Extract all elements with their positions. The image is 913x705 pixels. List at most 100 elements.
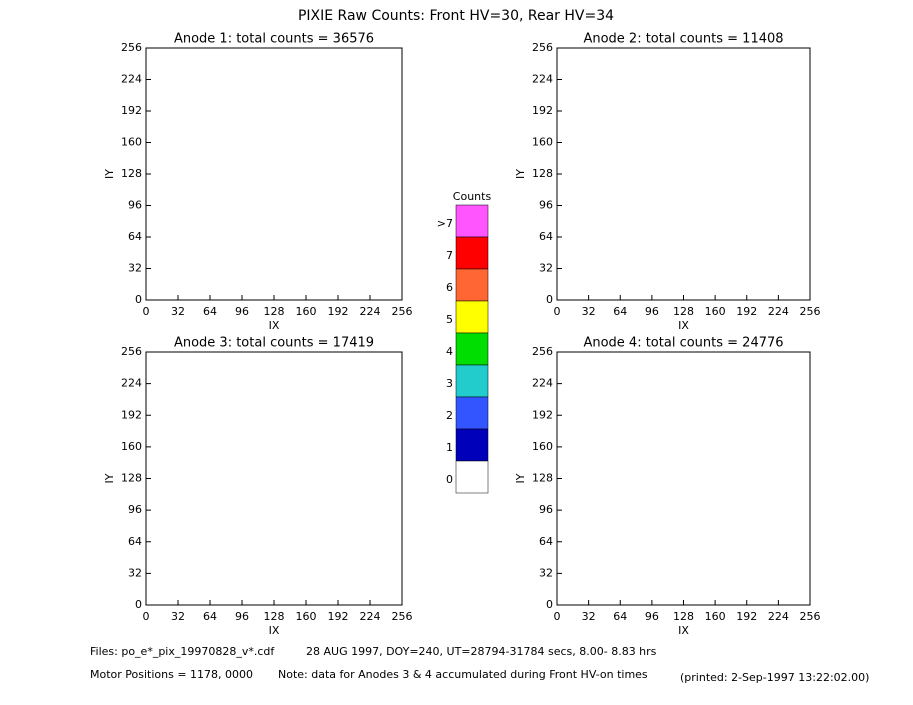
x-tick-label: 160: [296, 610, 317, 623]
y-tick-label: 0: [546, 598, 553, 611]
x-tick-label: 64: [203, 610, 217, 623]
plot-frame: [145, 351, 403, 606]
x-tick-label: 32: [171, 305, 185, 318]
x-tick-label: 32: [582, 610, 596, 623]
colorbar-swatch: [455, 428, 489, 462]
y-tick-label: 96: [539, 503, 553, 516]
x-axis-label: IX: [678, 319, 689, 332]
y-tick-label: 0: [135, 293, 142, 306]
x-tick-label: 224: [768, 610, 789, 623]
y-axis-label: IY: [103, 169, 116, 179]
colorbar-label: 1: [446, 441, 453, 454]
y-axis-label: IY: [103, 473, 116, 483]
x-tick-label: 224: [360, 610, 381, 623]
y-tick-label: 160: [121, 136, 142, 149]
x-tick-label: 160: [705, 610, 726, 623]
y-axis-label: IY: [514, 473, 527, 483]
x-tick-label: 96: [235, 610, 249, 623]
y-tick-label: 128: [532, 167, 553, 180]
y-tick-label: 256: [532, 41, 553, 54]
plot-frame: [145, 47, 403, 301]
x-tick-label: 128: [264, 610, 285, 623]
x-axis-label: IX: [678, 624, 689, 637]
x-tick-label: 256: [392, 610, 413, 623]
x-tick-label: 192: [328, 305, 349, 318]
footer-motor: Motor Positions = 1178, 0000: [90, 668, 253, 681]
y-tick-label: 256: [532, 345, 553, 358]
colorbar-title: Counts: [453, 190, 492, 203]
x-tick-label: 0: [554, 610, 561, 623]
y-tick-label: 256: [121, 345, 142, 358]
colorbar-label: 2: [446, 409, 453, 422]
y-tick-label: 64: [128, 230, 142, 243]
x-axis-label: IX: [269, 319, 280, 332]
colorbar-label: >7: [437, 217, 453, 230]
x-tick-label: 224: [360, 305, 381, 318]
x-tick-label: 0: [143, 610, 150, 623]
y-tick-label: 96: [539, 199, 553, 212]
colorbar-label: 4: [446, 345, 453, 358]
y-tick-label: 224: [121, 377, 142, 390]
panel-title: Anode 4: total counts = 24776: [583, 336, 783, 351]
x-tick-label: 0: [143, 305, 150, 318]
y-tick-label: 128: [121, 472, 142, 485]
panel-title: Anode 3: total counts = 17419: [174, 336, 374, 351]
colorbar-label: 7: [446, 249, 453, 262]
footer-date: 28 AUG 1997, DOY=240, UT=28794-31784 sec…: [306, 645, 657, 658]
x-tick-label: 224: [768, 305, 789, 318]
y-tick-label: 0: [546, 293, 553, 306]
x-tick-label: 96: [645, 305, 659, 318]
y-tick-label: 192: [121, 104, 142, 117]
colorbar-swatch: [455, 268, 489, 302]
colorbar-label: 0: [446, 473, 453, 486]
colorbar-swatch: [455, 204, 489, 238]
figure-title: PIXIE Raw Counts: Front HV=30, Rear HV=3…: [298, 8, 614, 24]
x-tick-label: 32: [171, 610, 185, 623]
plot-frame: [556, 351, 811, 606]
colorbar-label: 6: [446, 281, 453, 294]
colorbar-swatch: [455, 332, 489, 366]
colorbar-swatch: [455, 396, 489, 430]
x-tick-label: 64: [613, 305, 627, 318]
y-tick-label: 32: [128, 566, 142, 579]
x-tick-label: 256: [800, 305, 821, 318]
y-tick-label: 160: [121, 440, 142, 453]
x-tick-label: 64: [203, 305, 217, 318]
x-tick-label: 96: [645, 610, 659, 623]
x-tick-label: 192: [736, 610, 757, 623]
x-tick-label: 32: [582, 305, 596, 318]
y-tick-label: 96: [128, 199, 142, 212]
footer-files: Files: po_e*_pix_19970828_v*.cdf: [90, 645, 275, 658]
footer-note: Note: data for Anodes 3 & 4 accumulated …: [278, 668, 648, 681]
y-tick-label: 128: [121, 167, 142, 180]
y-tick-label: 160: [532, 440, 553, 453]
x-tick-label: 256: [392, 305, 413, 318]
y-tick-label: 224: [121, 73, 142, 86]
plot-frame: [556, 47, 811, 301]
x-tick-label: 192: [736, 305, 757, 318]
x-tick-label: 128: [673, 610, 694, 623]
x-tick-label: 128: [264, 305, 285, 318]
y-tick-label: 160: [532, 136, 553, 149]
colorbar-label: 3: [446, 377, 453, 390]
y-tick-label: 0: [135, 598, 142, 611]
y-tick-label: 64: [128, 535, 142, 548]
y-tick-label: 64: [539, 230, 553, 243]
y-tick-label: 32: [539, 262, 553, 275]
x-axis-label: IX: [269, 624, 280, 637]
colorbar-swatch: [455, 300, 489, 334]
y-tick-label: 256: [121, 41, 142, 54]
y-tick-label: 192: [532, 104, 553, 117]
colorbar-label: 5: [446, 313, 453, 326]
y-tick-label: 192: [532, 408, 553, 421]
x-tick-label: 0: [554, 305, 561, 318]
y-tick-label: 128: [532, 472, 553, 485]
x-tick-label: 160: [705, 305, 726, 318]
footer-printed: (printed: 2-Sep-1997 13:22:02.00): [680, 671, 869, 684]
y-tick-label: 32: [539, 566, 553, 579]
colorbar-swatch: [455, 460, 489, 494]
y-tick-label: 224: [532, 73, 553, 86]
panel-title: Anode 2: total counts = 11408: [583, 32, 783, 47]
